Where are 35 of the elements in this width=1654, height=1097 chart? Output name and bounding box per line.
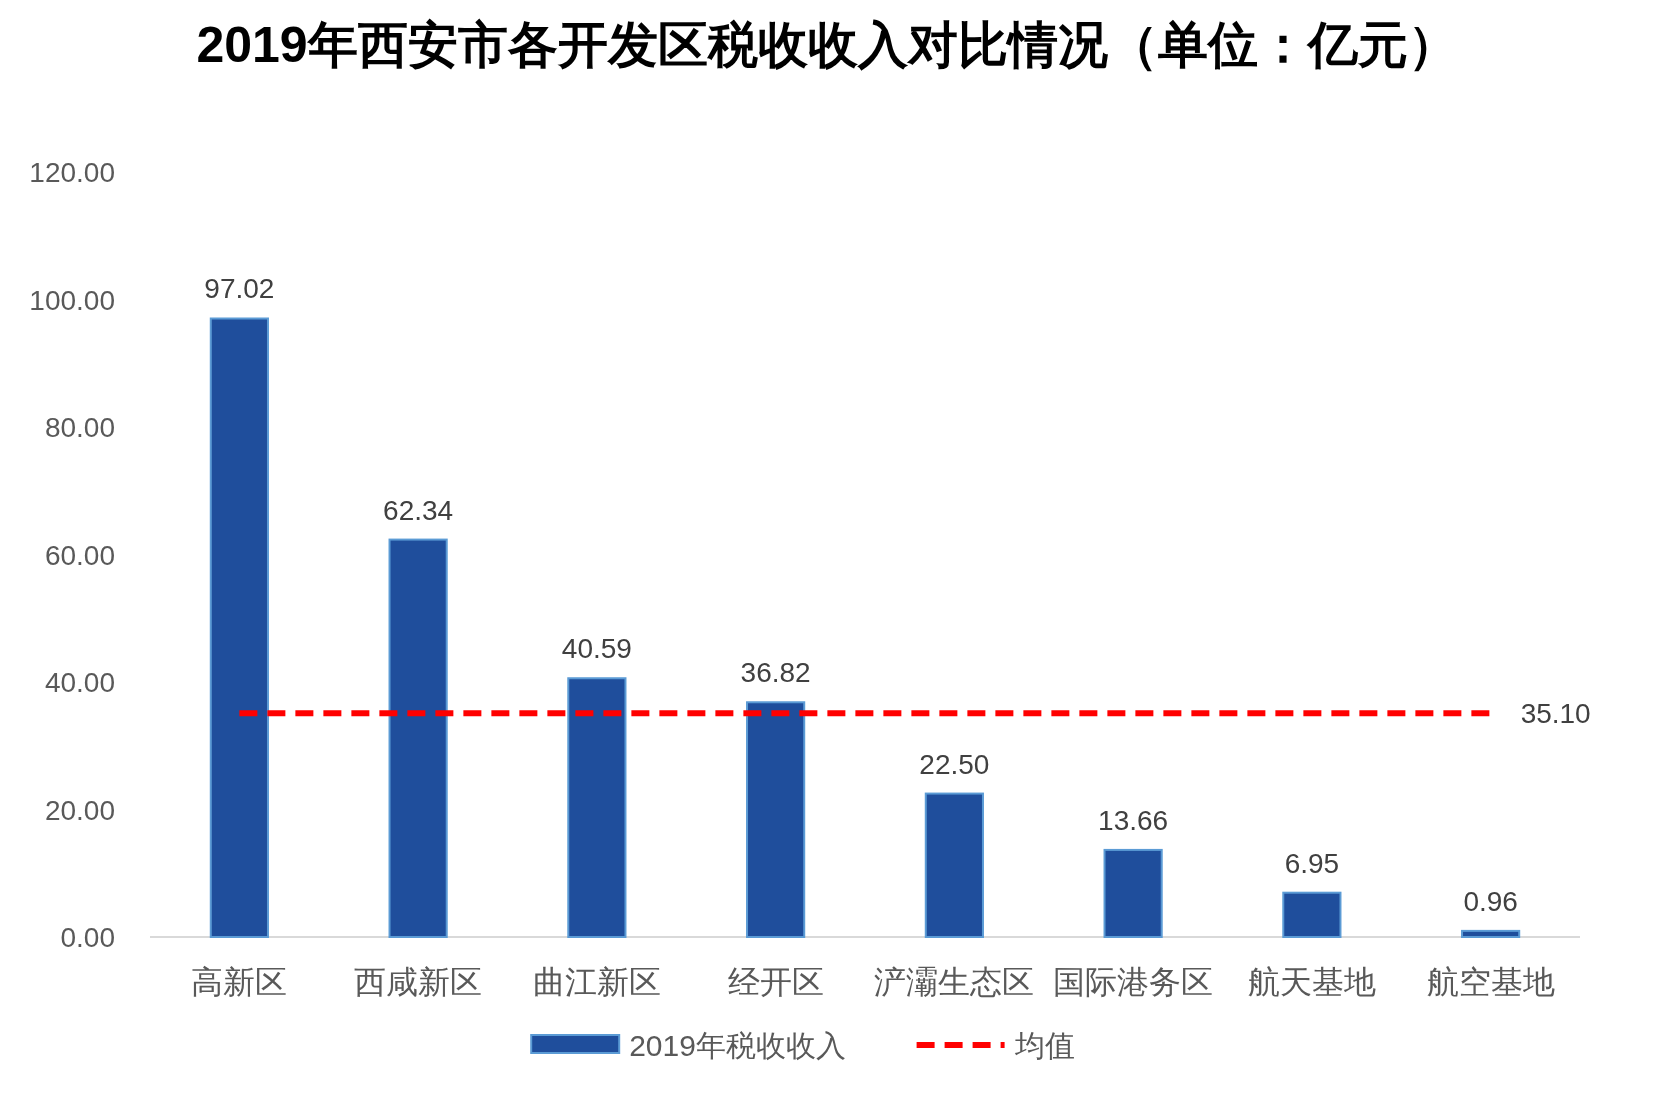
y-tick-label: 40.00 (44, 667, 115, 698)
y-tick-label: 80.00 (44, 412, 115, 443)
bar (567, 677, 627, 938)
x-tick-label: 西咸新区 (354, 964, 483, 1000)
x-tick-label: 航天基地 (1247, 964, 1376, 1000)
bar (924, 792, 984, 938)
x-tick-label: 高新区 (191, 964, 288, 1000)
legend-label: 2019年税收收入 (629, 1029, 846, 1062)
x-tick-label: 曲江新区 (532, 964, 661, 1000)
legend-label: 均值 (1013, 1029, 1075, 1062)
bar (1461, 929, 1521, 938)
data-label: 62.34 (383, 494, 454, 526)
chart-title: 2019年西安市各开发区税收收入对比情况（单位：亿元） (196, 17, 1458, 73)
y-tick-label: 0.00 (60, 922, 115, 953)
data-label: 0.96 (1463, 885, 1518, 917)
data-label: 36.82 (740, 657, 811, 689)
x-tick-label: 国际港务区 (1053, 964, 1214, 1000)
data-label: 22.50 (919, 748, 990, 780)
bar (746, 701, 806, 938)
y-tick-label: 120.00 (29, 157, 115, 188)
data-label: 40.59 (561, 633, 632, 665)
data-label: 6.95 (1284, 847, 1340, 879)
x-tick-label: 经开区 (727, 964, 824, 1000)
data-label: 97.02 (204, 273, 275, 305)
bar (388, 538, 448, 938)
x-tick-label: 浐灞生态区 (874, 964, 1035, 1000)
bar (1282, 891, 1342, 938)
data-label: 35.10 (1520, 698, 1591, 730)
x-tick-label: 航空基地 (1426, 964, 1555, 1000)
data-label: 13.66 (1098, 804, 1169, 836)
bar (209, 317, 269, 938)
bar (1103, 848, 1163, 938)
y-tick-label: 60.00 (44, 539, 115, 571)
y-tick-label: 100.00 (29, 284, 115, 316)
y-tick-label: 20.00 (44, 794, 115, 826)
